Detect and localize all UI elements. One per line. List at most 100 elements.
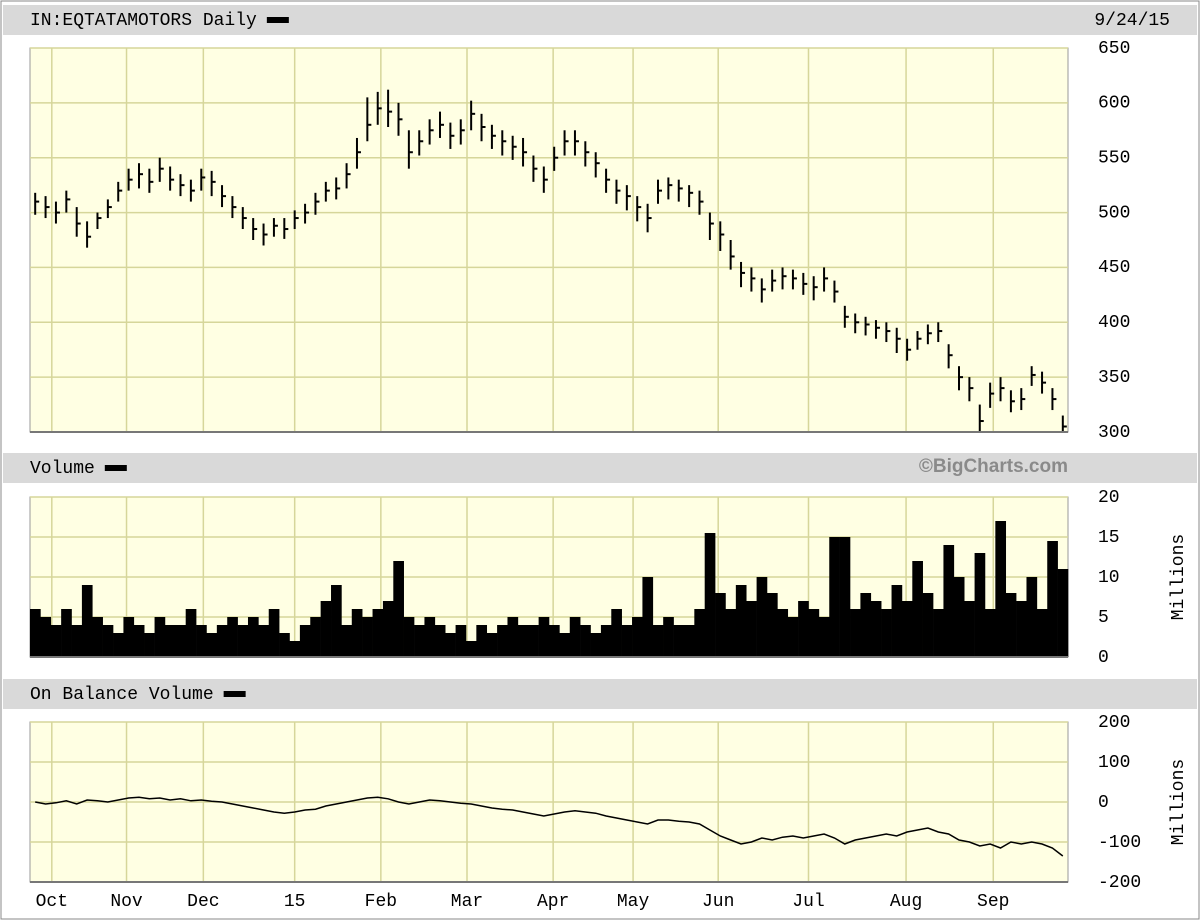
volume-bar bbox=[798, 601, 809, 657]
volume-bar bbox=[237, 625, 249, 657]
volume-bar bbox=[414, 625, 425, 657]
volume-bar bbox=[133, 625, 145, 657]
volume-bar bbox=[289, 641, 301, 657]
volume-bar bbox=[144, 633, 155, 657]
volume-bar bbox=[901, 601, 913, 657]
volume-bar bbox=[331, 585, 342, 657]
volume-bar bbox=[486, 633, 498, 657]
volume-bar bbox=[746, 601, 757, 657]
volume-bar bbox=[777, 609, 789, 657]
volume-bar bbox=[517, 625, 529, 657]
legend-swatch bbox=[266, 17, 289, 23]
volume-bar bbox=[382, 601, 394, 657]
volume-bar bbox=[497, 625, 508, 657]
volume-bar bbox=[476, 625, 488, 657]
volume-bar bbox=[372, 609, 384, 657]
x-tick-label: Apr bbox=[537, 892, 569, 912]
x-tick-label: Sep bbox=[977, 892, 1009, 912]
volume-bar bbox=[735, 585, 747, 657]
volume-bar bbox=[621, 625, 633, 657]
y-tick-label: 200 bbox=[1098, 713, 1130, 733]
volume-bar bbox=[30, 609, 41, 657]
volume-bar bbox=[154, 617, 166, 657]
volume-bar bbox=[351, 609, 363, 657]
header-bar bbox=[3, 5, 1197, 35]
volume-bar bbox=[953, 577, 965, 657]
volume-bar bbox=[341, 625, 353, 657]
volume-bar bbox=[216, 625, 228, 657]
volume-bar bbox=[704, 533, 716, 657]
volume-bar bbox=[175, 625, 186, 657]
y-tick-label: 500 bbox=[1098, 203, 1130, 223]
volume-bar bbox=[549, 625, 560, 657]
volume-bar bbox=[102, 625, 114, 657]
y-axis-label: Millions bbox=[1169, 534, 1189, 620]
volume-bar bbox=[652, 625, 664, 657]
volume-bar bbox=[403, 617, 415, 657]
x-tick-label: Nov bbox=[110, 892, 143, 912]
x-tick-label: May bbox=[617, 892, 650, 912]
volume-bar bbox=[268, 609, 280, 657]
volume-bar bbox=[71, 625, 83, 657]
y-tick-label: -100 bbox=[1098, 833, 1141, 853]
volume-bar bbox=[299, 625, 311, 657]
volume-bar bbox=[787, 617, 799, 657]
volume-bar bbox=[164, 625, 176, 657]
volume-bar bbox=[92, 617, 103, 657]
volume-bar bbox=[1036, 609, 1048, 657]
volume-bar bbox=[808, 609, 820, 657]
volume-bar bbox=[528, 625, 539, 657]
y-tick-label: -200 bbox=[1098, 873, 1141, 893]
volume-bar bbox=[922, 593, 934, 657]
volume-bar bbox=[434, 625, 446, 657]
y-tick-label: 10 bbox=[1098, 568, 1120, 588]
chart-title: Volume bbox=[30, 459, 95, 479]
volume-bar bbox=[964, 601, 975, 657]
volume-bar bbox=[1057, 569, 1069, 657]
x-tick-label: Jun bbox=[702, 892, 734, 912]
volume-bar bbox=[632, 617, 643, 657]
volume-bar bbox=[185, 609, 197, 657]
volume-bar bbox=[247, 617, 259, 657]
y-tick-label: 15 bbox=[1098, 528, 1120, 548]
volume-bar bbox=[891, 585, 903, 657]
volume-bar bbox=[320, 601, 332, 657]
legend-swatch bbox=[104, 465, 127, 471]
volume-bar bbox=[279, 633, 290, 657]
volume-bar bbox=[196, 625, 207, 657]
volume-bar bbox=[642, 577, 654, 657]
volume-bar bbox=[40, 617, 52, 657]
volume-bar bbox=[995, 521, 1007, 657]
y-tick-label: 650 bbox=[1098, 39, 1130, 59]
volume-bar bbox=[984, 609, 996, 657]
volume-bar bbox=[507, 617, 519, 657]
legend-swatch bbox=[223, 691, 246, 697]
y-axis-label: Millions bbox=[1169, 759, 1189, 845]
volume-bar bbox=[725, 609, 737, 657]
y-tick-label: 20 bbox=[1098, 488, 1120, 508]
chart-title: On Balance Volume bbox=[30, 685, 214, 705]
y-tick-label: 300 bbox=[1098, 423, 1130, 443]
volume-bar bbox=[1026, 577, 1038, 657]
volume-bar bbox=[974, 553, 986, 657]
volume-bar bbox=[715, 593, 726, 657]
volume-bar bbox=[1005, 593, 1017, 657]
volume-bar bbox=[694, 609, 705, 657]
volume-bar bbox=[673, 625, 685, 657]
volume-bar bbox=[860, 593, 872, 657]
y-tick-label: 100 bbox=[1098, 753, 1130, 773]
volume-bar bbox=[912, 561, 923, 657]
volume-bar bbox=[258, 625, 270, 657]
volume-bar bbox=[580, 625, 591, 657]
volume-bar bbox=[870, 601, 882, 657]
x-tick-label: Oct bbox=[36, 892, 68, 912]
chart-title: IN:EQTATAMOTORS Daily bbox=[30, 11, 257, 31]
volume-bar bbox=[600, 625, 612, 657]
y-tick-label: 450 bbox=[1098, 258, 1130, 278]
volume-bar bbox=[943, 545, 955, 657]
x-tick-label: 15 bbox=[284, 892, 306, 912]
y-tick-label: 400 bbox=[1098, 313, 1130, 333]
volume-bar bbox=[424, 617, 436, 657]
x-tick-label: Feb bbox=[365, 892, 397, 912]
